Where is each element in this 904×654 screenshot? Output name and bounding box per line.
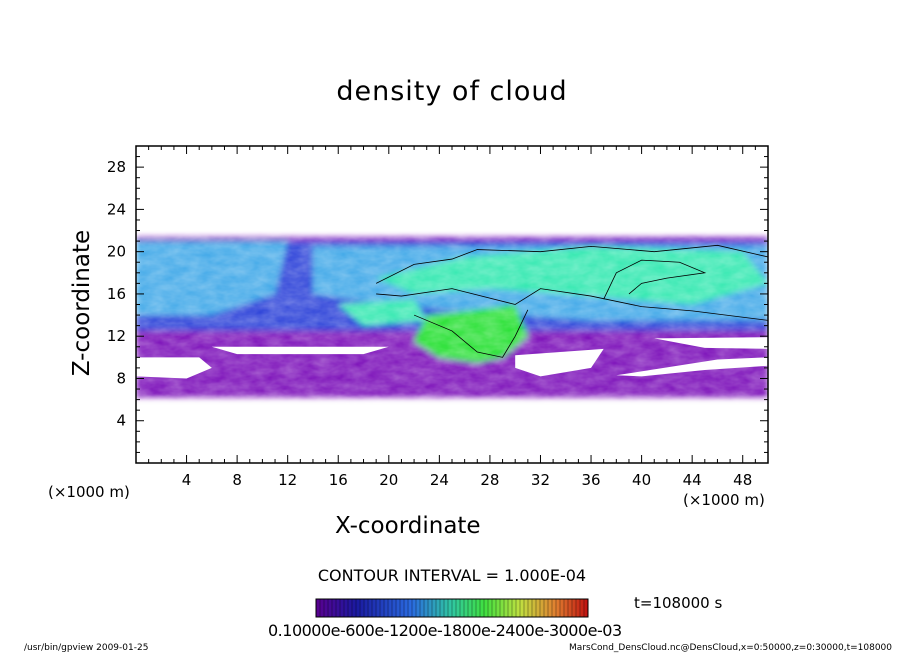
x-tick-label: 48 [733,471,752,489]
x-tick-label: 40 [632,471,651,489]
colorbar-tick-labels: 0.10000e-600e-1200e-1800e-2400e-3000e-03 [268,621,622,640]
x-tick-label: 12 [278,471,297,489]
chart-title: density of cloud [336,76,568,107]
x-tick-label: 16 [329,471,348,489]
contour-lower [376,288,768,321]
y-tick-label: 12 [107,327,126,345]
colorbar [315,598,589,618]
x-tick-label: 28 [480,471,499,489]
y-tick-label: 4 [116,412,126,430]
time-label: t=108000 s [634,594,723,612]
contour-loop [603,259,707,300]
contour-interval-label: CONTOUR INTERVAL = 1.000E-04 [317,566,587,585]
y-axis-unit-label: (×1000 m) [48,483,130,501]
footer-program-date: /usr/bin/gpview 2009-01-25 [24,643,149,653]
x-axis-unit-label: (×1000 m) [683,491,765,509]
contour-upper [375,244,768,284]
x-tick-label: 32 [531,471,550,489]
density-field [136,236,768,398]
y-tick-label: 20 [107,243,126,261]
y-tick-label: 8 [116,369,126,387]
x-tick-label: 8 [232,471,242,489]
y-tick-label: 24 [107,200,126,218]
y-tick-label: 28 [107,158,126,176]
x-tick-label: 24 [430,471,449,489]
x-tick-label: 20 [379,471,398,489]
y-tick-label: 16 [107,285,126,303]
footer-source: MarsCond_DensCloud.nc@DensCloud,x=0:5000… [569,643,892,653]
x-axis: 4 8 12 16 20 24 28 32 36 40 44 48 [148,146,769,489]
y-axis-label: Z-coordinate [69,229,95,377]
contour-lines [375,244,768,358]
field-texture [136,236,768,398]
x-tick-label: 44 [683,471,702,489]
y-axis: 4 8 12 16 20 24 28 [107,145,768,453]
contour-core [413,309,529,358]
x-tick-label: 36 [581,471,600,489]
x-tick-label: 4 [182,471,192,489]
x-axis-label: X-coordinate [335,513,481,539]
